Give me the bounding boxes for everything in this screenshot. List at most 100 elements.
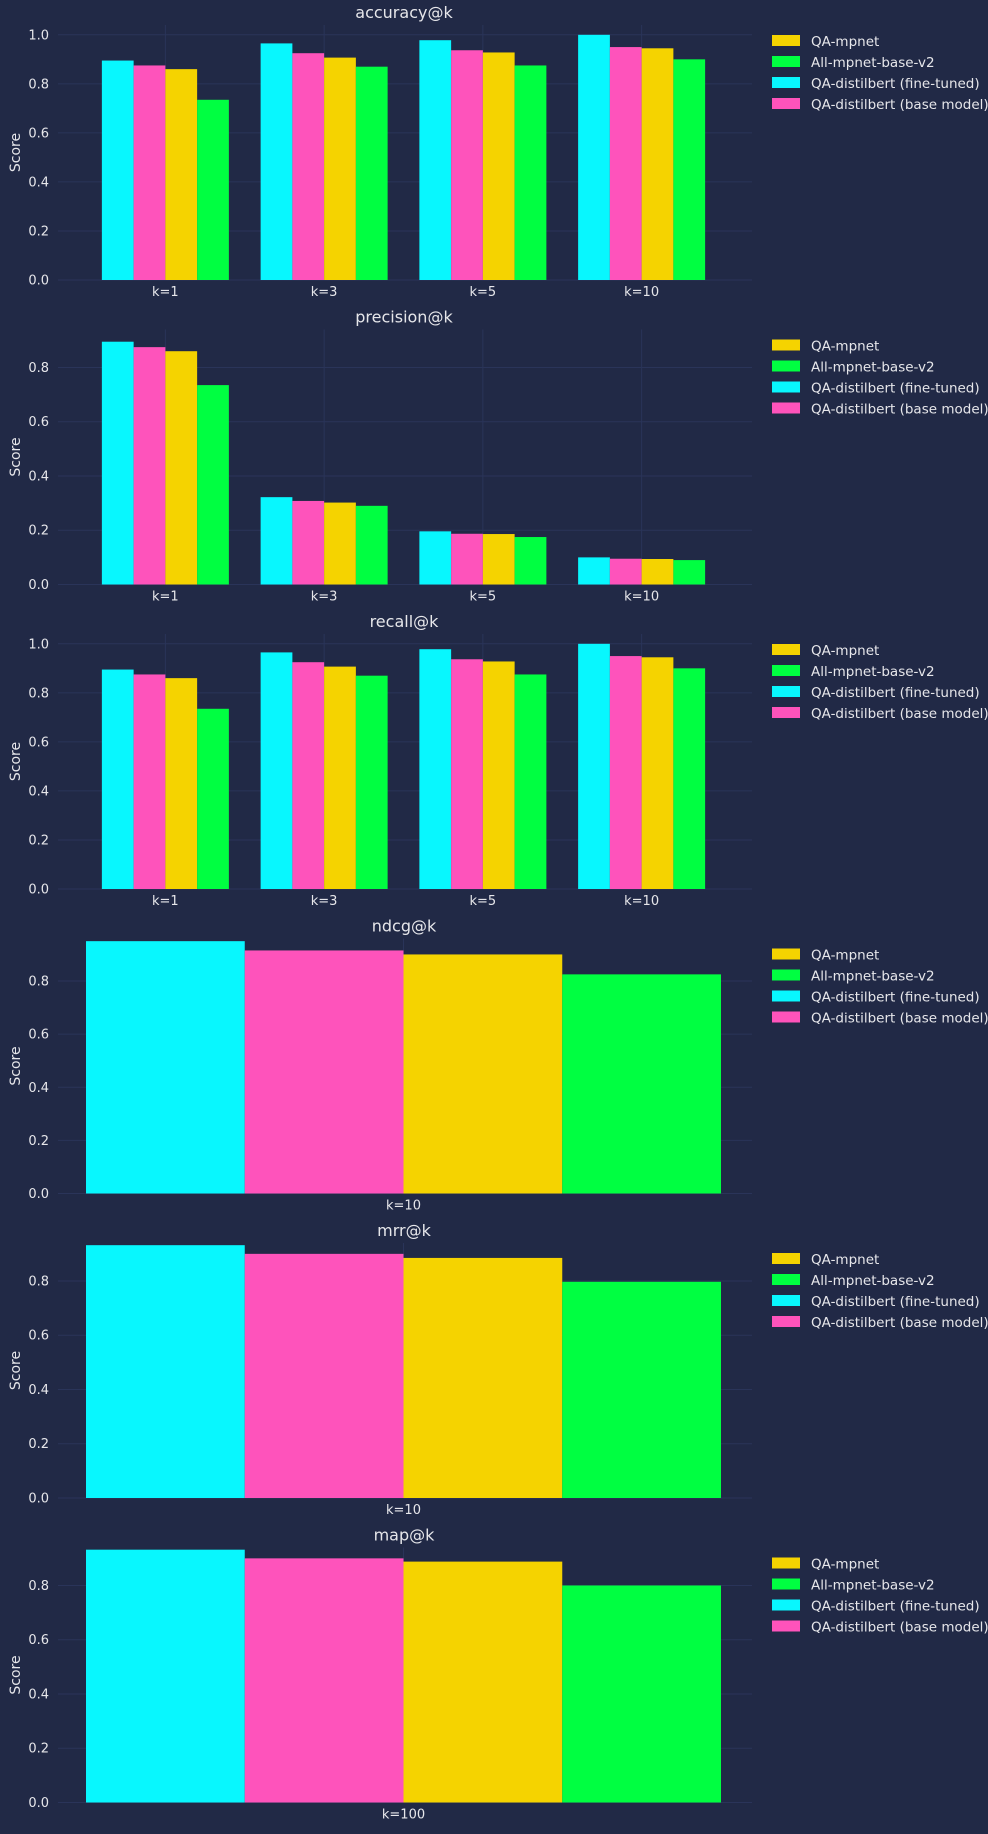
bar-qa-distilbert-base-model--k10 [609, 558, 642, 585]
legend-swatch [772, 77, 800, 88]
legend-swatch [772, 98, 800, 109]
bar-all-mpnet-base-v2-k3 [355, 66, 388, 280]
legend-label: All-mpnet-base-v2 [811, 1273, 935, 1289]
legend-swatch [772, 402, 800, 414]
x-tick-label: k=1 [152, 590, 179, 605]
bar-qa-distilbert-fine-tuned--k1 [101, 669, 134, 889]
legend-label: All-mpnet-base-v2 [811, 55, 935, 71]
legend-swatch [772, 339, 800, 351]
y-tick-label: 0.4 [28, 784, 49, 799]
y-tick-label: 0.4 [28, 1383, 49, 1398]
y-tick-label: 0.2 [28, 833, 49, 848]
legend-label: QA-distilbert (fine-tuned) [811, 381, 980, 397]
bar-qa-distilbert-base-model--k1 [133, 347, 166, 585]
y-axis-label: Score [8, 742, 24, 781]
x-tick-label: k=3 [311, 590, 338, 605]
y-tick-label: 0.6 [28, 1028, 49, 1043]
bar-qa-distilbert-fine-tuned--k100 [86, 1549, 245, 1803]
bar-qa-mpnet-k1 [165, 351, 198, 585]
legend-label: QA-distilbert (fine-tuned) [811, 990, 980, 1006]
legend-label: QA-distilbert (base model) [811, 1011, 988, 1027]
bar-all-mpnet-base-v2-k1 [197, 385, 229, 585]
legend-swatch [772, 1295, 800, 1306]
legend-label: QA-mpnet [811, 948, 879, 964]
chart-panel-4: mrr@k 0.0 0.2 0.4 0.6 0.8 Score k=10 QA-mpnet All… [8, 1221, 988, 1518]
bar-all-mpnet-base-v2-k1 [197, 708, 229, 889]
bar-qa-distilbert-base-model--k5 [451, 533, 483, 585]
bar-qa-distilbert-fine-tuned--k5 [419, 649, 452, 889]
bar-qa-distilbert-base-model--k10 [244, 1253, 404, 1498]
bar-qa-mpnet-k3 [324, 502, 356, 585]
legend-label: QA-mpnet [811, 34, 879, 50]
x-tick-label: k=3 [311, 894, 338, 909]
chart-panel-0: accuracy@k 0.0 0.2 0.4 0.6 0.8 1.0 Score k=1 k=3 k… [8, 3, 988, 300]
y-tick-label: 0.6 [28, 735, 49, 750]
legend-swatch [772, 686, 800, 697]
y-tick-label: 0.4 [28, 469, 49, 484]
x-tick-label: k=10 [386, 1199, 421, 1214]
bar-qa-mpnet-k10 [403, 954, 563, 1194]
legend-swatch [772, 969, 800, 981]
y-tick-label: 0.0 [28, 1796, 49, 1811]
y-tick-label: 0.8 [28, 77, 49, 92]
bar-qa-distilbert-base-model--k5 [451, 50, 483, 280]
bar-all-mpnet-base-v2-k10 [562, 1281, 721, 1498]
legend-swatch [772, 360, 800, 372]
bar-qa-mpnet-k1 [165, 69, 198, 280]
legend-label: QA-distilbert (base model) [811, 1315, 988, 1331]
y-tick-label: 0.4 [28, 175, 49, 190]
y-tick-label: 0.2 [28, 524, 49, 539]
legend-swatch [772, 644, 800, 655]
x-tick-label: k=10 [624, 894, 659, 909]
legend-label: QA-mpnet [811, 1557, 879, 1573]
chart-title: map@k [374, 1526, 436, 1545]
legend-label: QA-distilbert (base model) [811, 97, 988, 113]
y-tick-label: 0.2 [28, 1134, 49, 1149]
bar-all-mpnet-base-v2-k5 [514, 674, 547, 889]
bar-qa-distilbert-base-model--k10 [244, 950, 404, 1194]
bar-qa-distilbert-fine-tuned--k1 [101, 60, 134, 280]
bar-qa-mpnet-k5 [482, 534, 515, 585]
bar-qa-distilbert-fine-tuned--k10 [578, 34, 610, 280]
bar-all-mpnet-base-v2-k10 [673, 59, 706, 281]
bar-all-mpnet-base-v2-k5 [514, 65, 547, 281]
bar-qa-distilbert-base-model--k3 [292, 662, 325, 889]
legend-swatch [772, 948, 800, 960]
legend-swatch [772, 707, 800, 718]
y-axis-label: Score [8, 1046, 24, 1085]
x-tick-label: k=5 [470, 590, 497, 605]
y-tick-label: 0.8 [28, 1579, 49, 1594]
legend-label: QA-distilbert (base model) [811, 402, 988, 418]
legend-label: QA-mpnet [811, 1252, 879, 1268]
bar-all-mpnet-base-v2-k3 [355, 505, 388, 585]
bar-all-mpnet-base-v2-k10 [562, 974, 721, 1194]
chart-panel-3: ndcg@k 0.0 0.2 0.4 0.6 0.8 Score k=10 QA-mpnet Al… [8, 917, 988, 1214]
y-tick-label: 0.2 [28, 224, 49, 239]
y-tick-label: 0.6 [28, 126, 49, 141]
y-tick-label: 1.0 [28, 28, 49, 43]
bar-qa-mpnet-k10 [641, 559, 674, 585]
y-tick-label: 0.0 [28, 883, 49, 898]
legend-swatch [772, 1274, 800, 1285]
x-tick-label: k=1 [152, 894, 179, 909]
legend-swatch [772, 1578, 800, 1590]
bar-qa-distilbert-fine-tuned--k10 [86, 941, 245, 1194]
bar-qa-mpnet-k1 [165, 678, 198, 889]
legend-swatch [772, 1620, 800, 1632]
chart-title: mrr@k [377, 1221, 431, 1240]
x-tick-label: k=1 [152, 285, 179, 300]
bar-all-mpnet-base-v2-k1 [197, 99, 229, 280]
bar-qa-distilbert-base-model--k1 [133, 674, 166, 889]
bar-qa-mpnet-k10 [403, 1257, 563, 1498]
y-tick-label: 0.4 [28, 1687, 49, 1702]
y-tick-label: 0.2 [28, 1437, 49, 1452]
legend-swatch [772, 990, 800, 1002]
bar-qa-distilbert-fine-tuned--k5 [419, 40, 452, 281]
legend-label: All-mpnet-base-v2 [811, 1578, 935, 1594]
legend-swatch [772, 1011, 800, 1023]
bar-qa-distilbert-base-model--k3 [292, 53, 325, 281]
bar-qa-distilbert-fine-tuned--k3 [260, 497, 293, 585]
y-tick-label: 0.8 [28, 975, 49, 990]
legend-label: QA-distilbert (fine-tuned) [811, 76, 980, 92]
